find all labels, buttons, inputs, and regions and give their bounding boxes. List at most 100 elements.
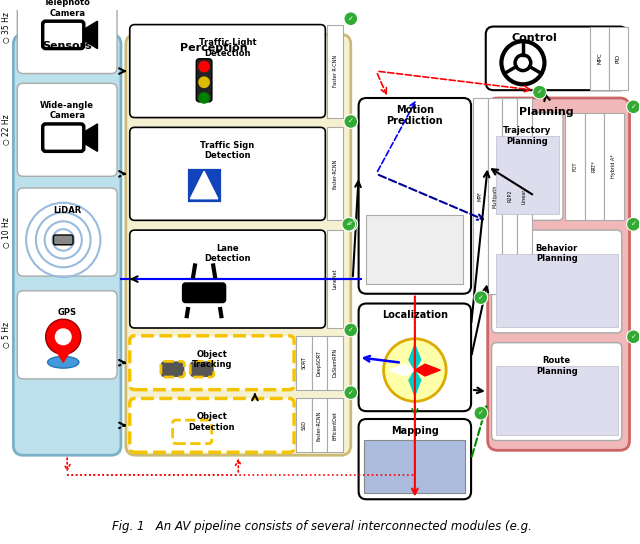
Text: Multipath: Multipath [493, 184, 497, 208]
FancyBboxPatch shape [161, 361, 184, 377]
Text: Faster R-CNN: Faster R-CNN [333, 55, 338, 87]
Text: ✓: ✓ [630, 221, 636, 227]
Circle shape [627, 100, 640, 114]
FancyBboxPatch shape [358, 304, 471, 411]
FancyBboxPatch shape [495, 366, 618, 435]
Polygon shape [84, 124, 97, 151]
Text: SORT: SORT [301, 356, 307, 369]
Polygon shape [190, 171, 218, 199]
Text: Telephoto
Camera: Telephoto Camera [44, 0, 91, 17]
Text: ✓: ✓ [630, 104, 636, 110]
FancyBboxPatch shape [130, 127, 325, 220]
Text: Faster-RCNN: Faster-RCNN [333, 159, 338, 189]
FancyBboxPatch shape [367, 215, 463, 284]
FancyBboxPatch shape [327, 230, 343, 328]
Text: Linear: Linear [522, 188, 527, 203]
FancyBboxPatch shape [17, 0, 117, 73]
FancyBboxPatch shape [604, 113, 623, 220]
Text: SSD: SSD [301, 421, 307, 430]
Text: ○ 10 Hz: ○ 10 Hz [3, 217, 12, 248]
FancyBboxPatch shape [312, 336, 327, 390]
Circle shape [474, 406, 488, 420]
Text: ✓: ✓ [536, 89, 543, 95]
Circle shape [344, 115, 358, 128]
Text: Object
Tracking: Object Tracking [191, 350, 232, 369]
FancyBboxPatch shape [130, 398, 294, 452]
Circle shape [198, 61, 210, 72]
FancyBboxPatch shape [473, 98, 488, 294]
Text: ✓: ✓ [630, 334, 636, 340]
Ellipse shape [47, 356, 79, 368]
FancyBboxPatch shape [173, 420, 212, 443]
FancyBboxPatch shape [492, 230, 621, 333]
FancyBboxPatch shape [327, 24, 343, 118]
Circle shape [532, 85, 547, 99]
FancyBboxPatch shape [17, 291, 117, 379]
Text: Hybrid A*: Hybrid A* [611, 154, 616, 178]
Text: Object
Detection: Object Detection [189, 412, 235, 431]
FancyBboxPatch shape [492, 113, 563, 220]
Circle shape [515, 55, 531, 71]
FancyBboxPatch shape [358, 98, 471, 294]
Text: Localization: Localization [382, 310, 448, 320]
FancyBboxPatch shape [186, 168, 221, 202]
Text: Behavior
Planning: Behavior Planning [536, 244, 578, 263]
FancyBboxPatch shape [327, 398, 343, 452]
Text: FOT: FOT [572, 162, 577, 171]
FancyBboxPatch shape [130, 230, 325, 328]
Text: ✓: ✓ [348, 327, 354, 333]
Text: DeepSORT: DeepSORT [317, 350, 322, 375]
Text: ○ 35 Hz: ○ 35 Hz [3, 11, 12, 42]
Polygon shape [84, 21, 97, 48]
Circle shape [627, 218, 640, 231]
Text: Mapping: Mapping [391, 426, 439, 436]
Circle shape [45, 319, 81, 355]
FancyBboxPatch shape [327, 127, 343, 220]
Text: Perception: Perception [180, 43, 248, 53]
FancyBboxPatch shape [126, 34, 351, 455]
FancyBboxPatch shape [517, 98, 532, 294]
Text: EfficientDet: EfficientDet [333, 411, 338, 440]
Text: MPF: MPF [478, 191, 483, 201]
Circle shape [344, 323, 358, 337]
FancyBboxPatch shape [609, 27, 628, 90]
Text: Traffic Light
Detection: Traffic Light Detection [199, 38, 257, 58]
Text: RRT*: RRT* [592, 160, 597, 172]
FancyBboxPatch shape [358, 419, 471, 499]
Text: LaneNet: LaneNet [333, 269, 338, 289]
Text: DaSiamRPN: DaSiamRPN [333, 348, 338, 378]
Text: ○ 5 Hz: ○ 5 Hz [3, 322, 12, 348]
FancyBboxPatch shape [182, 283, 226, 302]
Text: Lane
Detection: Lane Detection [204, 244, 251, 263]
FancyBboxPatch shape [43, 124, 84, 151]
Circle shape [344, 12, 358, 26]
FancyBboxPatch shape [312, 398, 327, 452]
FancyBboxPatch shape [502, 98, 517, 294]
Text: Trajectory
Planning: Trajectory Planning [503, 126, 552, 146]
Text: GPS: GPS [58, 308, 77, 317]
FancyBboxPatch shape [54, 235, 73, 245]
FancyBboxPatch shape [296, 398, 312, 452]
Text: Sensors: Sensors [42, 41, 92, 51]
Text: ✓: ✓ [348, 221, 354, 227]
FancyBboxPatch shape [190, 361, 214, 377]
FancyBboxPatch shape [488, 98, 502, 294]
FancyBboxPatch shape [488, 98, 630, 450]
Circle shape [344, 218, 358, 231]
FancyBboxPatch shape [495, 254, 618, 327]
Circle shape [501, 41, 545, 84]
Polygon shape [415, 364, 440, 376]
Text: ✓: ✓ [346, 221, 352, 227]
Circle shape [383, 339, 446, 401]
Text: PID: PID [616, 54, 621, 63]
FancyBboxPatch shape [17, 188, 117, 276]
Text: ○ 22 Hz: ○ 22 Hz [3, 114, 12, 145]
Circle shape [342, 218, 356, 231]
Circle shape [198, 76, 210, 88]
Circle shape [474, 291, 488, 305]
Text: ✓: ✓ [348, 390, 354, 395]
Text: Planning: Planning [519, 107, 573, 117]
FancyBboxPatch shape [296, 336, 312, 390]
FancyBboxPatch shape [492, 343, 621, 441]
FancyBboxPatch shape [486, 27, 628, 90]
